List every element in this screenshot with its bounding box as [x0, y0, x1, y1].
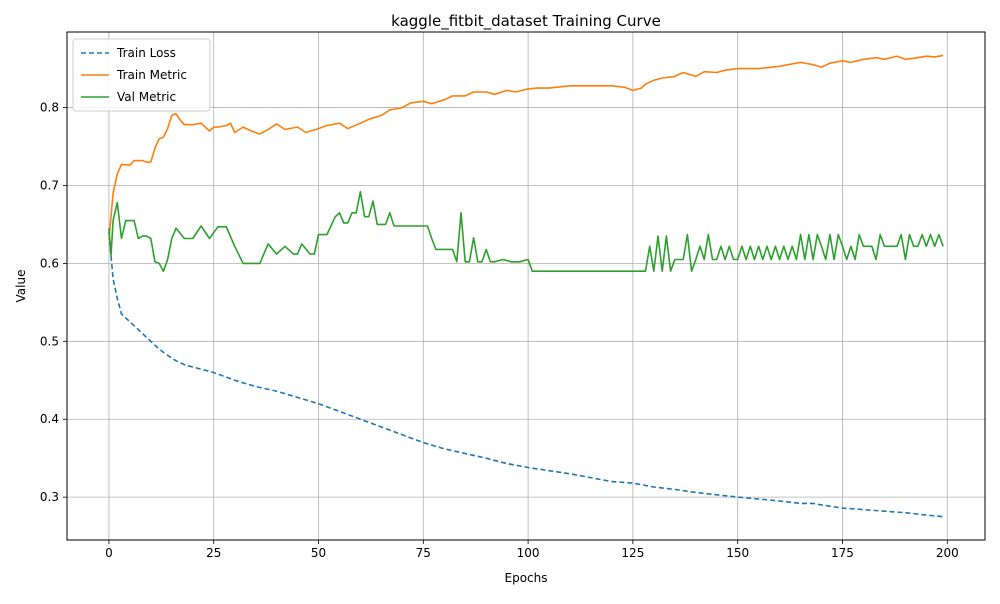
series-layer — [108, 54, 944, 518]
y-axis-label: Value — [14, 270, 28, 303]
train-metric-line — [108, 54, 944, 241]
x-tick-label: 75 — [416, 546, 431, 560]
x-tick-label: 100 — [517, 546, 540, 560]
y-tick-label: 0.5 — [40, 334, 59, 348]
x-tick-label: 200 — [936, 546, 959, 560]
val-metric-line — [108, 190, 944, 273]
legend-box — [72, 38, 211, 112]
x-tick-label: 25 — [206, 546, 221, 560]
x-tick-label: 150 — [726, 546, 749, 560]
y-tick-label: 0.8 — [40, 101, 59, 115]
plot-frame — [66, 31, 986, 541]
x-axis-label: Epochs — [505, 571, 548, 585]
legend-label-val-metric: Val Metric — [117, 90, 176, 104]
train-loss-line — [108, 232, 944, 518]
chart-title: kaggle_fitbit_dataset Training Curve — [391, 12, 661, 31]
legend-label-train-loss: Train Loss — [116, 46, 176, 60]
x-tick-label: 0 — [105, 546, 113, 560]
y-tick-label: 0.4 — [40, 412, 59, 426]
y-tick-label: 0.7 — [40, 178, 59, 192]
ticks: 0 25 50 75 100 125 150 175 200 0.3 0.4 0.5 0.6 0.7 0.8 — [40, 101, 959, 560]
x-tick-label: 125 — [621, 546, 644, 560]
y-tick-label: 0.3 — [40, 490, 59, 504]
legend-label-train-metric: Train Metric — [116, 68, 187, 82]
y-tick-label: 0.6 — [40, 256, 59, 270]
x-tick-label: 175 — [831, 546, 854, 560]
legend: Train Loss Train Metric Val Metric — [72, 38, 211, 112]
x-tick-label: 50 — [311, 546, 326, 560]
grid — [67, 32, 985, 540]
